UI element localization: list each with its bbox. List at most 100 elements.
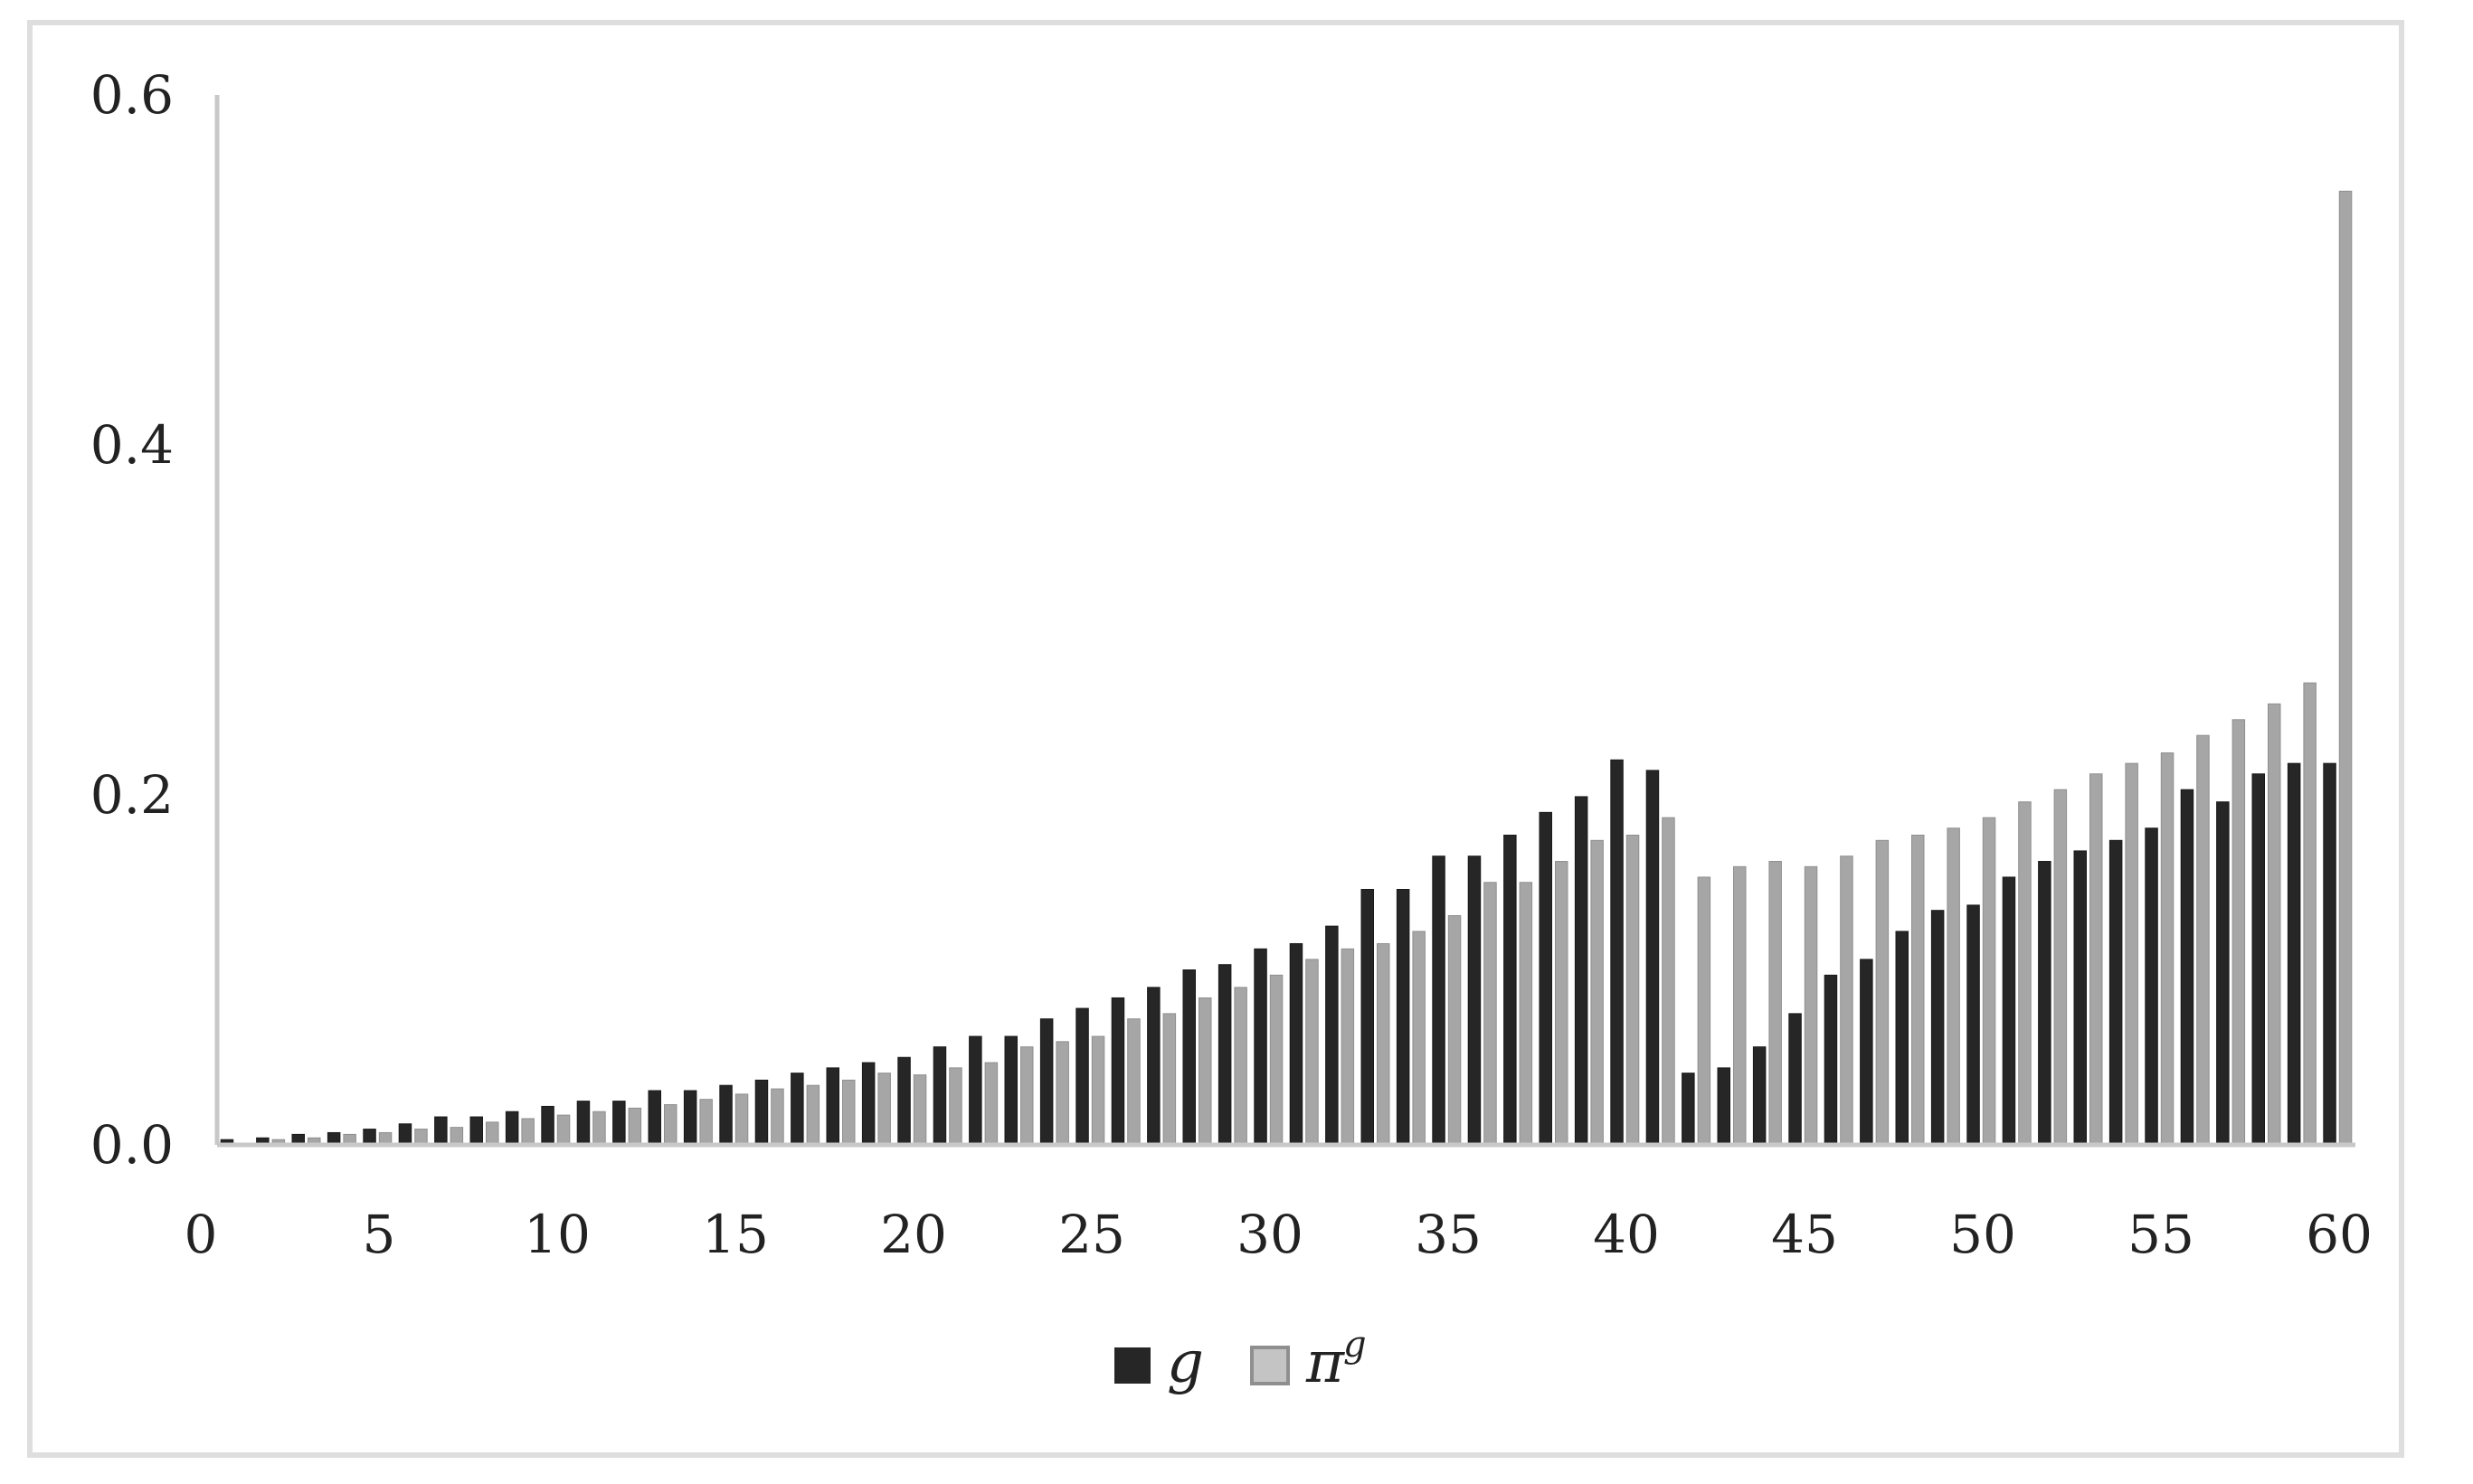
bar-pi-g-20: [913, 1074, 927, 1146]
bar-g-43: [1717, 1067, 1730, 1146]
bar-g-47: [1860, 959, 1873, 1146]
bar-g-29: [1218, 964, 1232, 1146]
bar-g-16: [754, 1079, 769, 1146]
bar-g-37: [1503, 835, 1517, 1146]
bar-pi-g-37: [1519, 882, 1533, 1146]
bar-pi-g-19: [877, 1073, 891, 1146]
bar-g-20: [897, 1056, 911, 1146]
bar-pi-g-50: [1982, 817, 1996, 1146]
bar-g-40: [1610, 759, 1624, 1146]
bar-g-30: [1254, 948, 1267, 1146]
bar-g-6: [398, 1123, 412, 1146]
bar-g-7: [434, 1116, 448, 1146]
bar-pi-g-13: [664, 1103, 677, 1146]
bar-pi-g-8: [486, 1121, 499, 1146]
bar-g-59: [2287, 762, 2301, 1146]
y-tick-labels: 0.0 0.2 0.4 0.6: [90, 64, 174, 1176]
legend-swatch-g: [1114, 1347, 1151, 1384]
bar-pi-g-34: [1412, 931, 1426, 1146]
bar-g-49: [1930, 910, 1945, 1146]
chart-frame: [27, 20, 2404, 1458]
bar-pi-g-17: [806, 1084, 820, 1146]
bar-pi-g-43: [1733, 865, 1747, 1146]
bar-pi-g-23: [1020, 1046, 1034, 1146]
bar-g-50: [1966, 904, 1980, 1146]
bar-pi-g-24: [1056, 1041, 1069, 1146]
bar-pi-g-38: [1555, 861, 1568, 1146]
bar-g-54: [2108, 839, 2123, 1146]
bar-g-22: [969, 1035, 982, 1146]
bar-pi-g-60: [2338, 190, 2353, 1146]
bar-g-12: [612, 1101, 626, 1146]
bar-g-24: [1039, 1018, 1054, 1146]
bar-g-19: [861, 1062, 876, 1146]
bar-pi-g-30: [1269, 974, 1284, 1146]
bar-pi-g-27: [1162, 1013, 1177, 1146]
bar-g-57: [2216, 801, 2230, 1146]
bar-g-17: [791, 1073, 804, 1146]
bar-g-51: [2002, 876, 2016, 1146]
bar-pi-g-36: [1483, 882, 1497, 1146]
bar-pi-g-55: [2160, 752, 2175, 1146]
bar-pi-g-33: [1377, 942, 1390, 1146]
bar-pi-g-42: [1697, 876, 1711, 1146]
bar-g-44: [1752, 1046, 1767, 1146]
bar-g-27: [1147, 987, 1161, 1146]
bar-g-58: [2251, 773, 2265, 1146]
bar-g-21: [933, 1046, 947, 1146]
bar-g-42: [1682, 1073, 1695, 1146]
x-tick-label: 40: [1593, 1204, 1660, 1265]
x-tick-label: 15: [702, 1204, 769, 1265]
x-tick-label: 10: [524, 1204, 591, 1265]
bar-g-60: [2323, 762, 2336, 1146]
legend-label-g: g: [1167, 1329, 1204, 1396]
legend-label-pi-g: π: [1305, 1329, 1345, 1396]
bar-pi-g-18: [842, 1079, 856, 1146]
y-tick-label: 0.6: [90, 64, 174, 126]
bar-pi-g-51: [2018, 801, 2032, 1146]
bar-pi-g-14: [699, 1099, 713, 1146]
bar-g-45: [1788, 1013, 1802, 1146]
x-tick-label: 50: [1949, 1204, 2016, 1265]
x-tick-label: 30: [1236, 1204, 1303, 1265]
legend-label-pi-g-superscript: g: [1343, 1324, 1367, 1366]
bar-g-46: [1824, 974, 1838, 1146]
bar-pi-g-31: [1305, 959, 1319, 1146]
x-tick-label: 45: [1771, 1204, 1838, 1265]
bars-layer: [220, 190, 2353, 1146]
bar-g-31: [1289, 942, 1303, 1146]
bar-g-33: [1360, 888, 1374, 1146]
y-tick-label: 0.4: [90, 414, 174, 476]
bar-g-26: [1111, 997, 1125, 1146]
bar-pi-g-56: [2196, 734, 2210, 1146]
x-tick-label: 35: [1415, 1204, 1482, 1265]
bar-pi-g-21: [949, 1067, 962, 1146]
bar-pi-g-6: [414, 1129, 428, 1146]
bar-g-25: [1075, 1007, 1089, 1146]
bar-pi-g-28: [1199, 997, 1212, 1146]
bar-pi-g-48: [1911, 835, 1925, 1146]
bar-g-35: [1432, 855, 1445, 1146]
bar-g-56: [2180, 789, 2194, 1146]
bar-g-5: [363, 1129, 376, 1146]
bar-pi-g-25: [1091, 1035, 1105, 1146]
bar-pi-g-12: [628, 1107, 642, 1146]
x-tick-labels: 0 5 10 15 20 25 30 35 40 45 50 55 60: [185, 1204, 2373, 1265]
bar-g-39: [1574, 796, 1588, 1146]
bar-g-18: [826, 1067, 839, 1146]
bar-g-52: [2038, 861, 2051, 1146]
bar-pi-g-10: [556, 1114, 571, 1146]
y-tick-label: 0.0: [90, 1114, 174, 1176]
bar-g-53: [2073, 850, 2087, 1146]
bar-pi-g-41: [1662, 817, 1675, 1146]
bar-pi-g-35: [1447, 915, 1462, 1146]
x-tick-label: 0: [185, 1204, 218, 1265]
bar-pi-g-7: [450, 1127, 464, 1146]
bar-pi-g-47: [1875, 839, 1890, 1146]
bar-pi-g-52: [2053, 789, 2068, 1146]
bar-g-32: [1325, 925, 1339, 1146]
bar-g-14: [683, 1090, 697, 1146]
bar-g-55: [2145, 827, 2158, 1146]
bar-pi-g-53: [2089, 773, 2103, 1146]
